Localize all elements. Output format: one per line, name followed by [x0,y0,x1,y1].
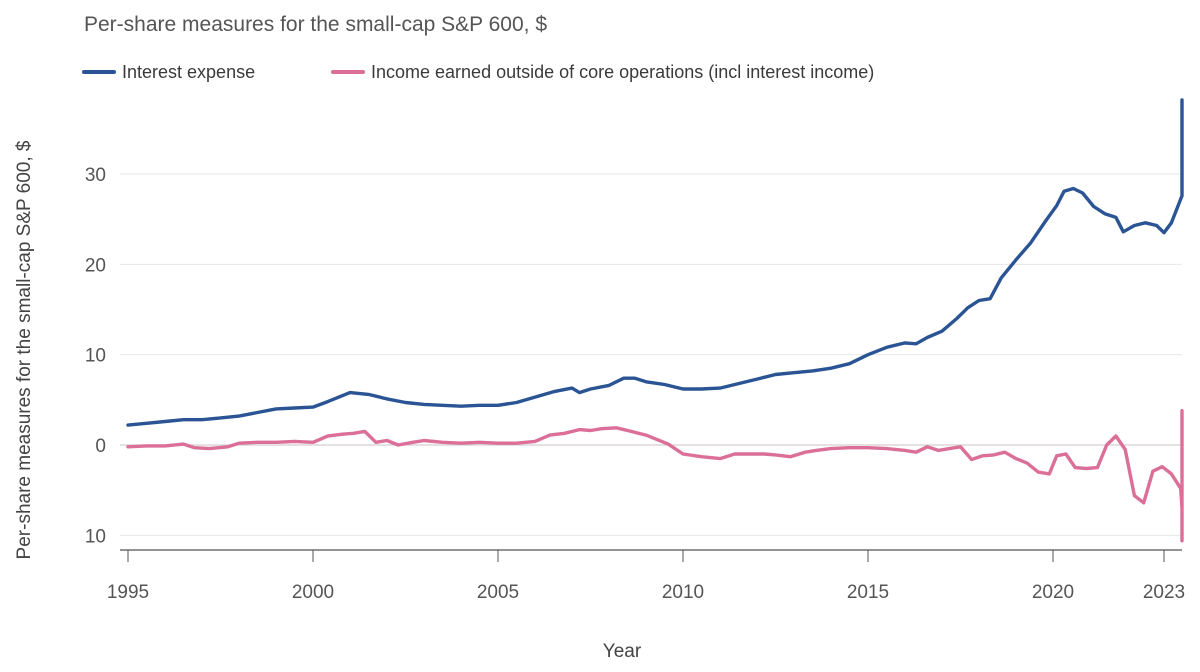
x-tick-label: 2020 [1032,582,1074,603]
grid [120,173,1182,536]
x-tick-label: 2015 [847,582,889,603]
y-tick-label: 30 [85,165,106,186]
series-line-interest-expense [126,98,1184,427]
x-axis: 1995 2000 2005 2010 2015 2020 2023 [107,549,1185,603]
x-axis-label: Year [603,641,642,662]
x-tick-label: 2005 [477,582,519,603]
y-tick-label: 0 [95,436,106,457]
plot-area [126,98,1184,543]
y-tick-label: 10 [85,346,106,367]
y-tick-label: 10 [85,526,106,547]
legend-item-other-income: Income earned outside of core operations… [331,62,874,82]
x-tick-label: 2010 [662,582,704,603]
legend-label-other-income: Income earned outside of core operations… [371,62,874,82]
legend: Interest expense Income earned outside o… [82,62,874,82]
legend-item-interest-expense: Interest expense [82,62,255,82]
x-tick-label: 2000 [292,582,334,603]
y-axis-label: Per-share measures for the small-cap S&P… [14,140,35,559]
x-tick-label: 2023 [1143,582,1185,603]
series-line-other-income [126,409,1184,543]
y-axis-ticks: 10 0 10 20 30 [85,165,106,547]
x-tick-label: 1995 [107,582,149,603]
legend-label-interest-expense: Interest expense [122,62,255,82]
chart-title: Per-share measures for the small-cap S&P… [84,13,547,36]
y-tick-label: 20 [85,255,106,276]
